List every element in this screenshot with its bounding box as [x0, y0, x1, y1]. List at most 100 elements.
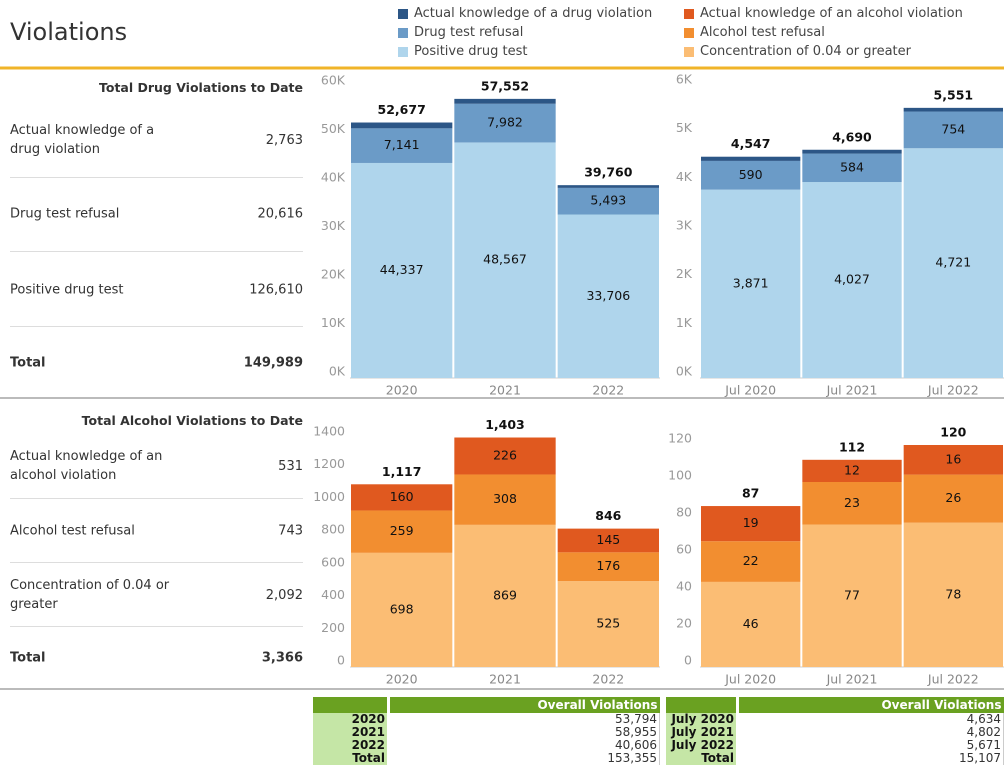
table-cell: 2022	[313, 739, 390, 752]
segment-label: 698	[390, 601, 414, 616]
page-title: Violations	[10, 18, 128, 46]
y-tick-label: 200	[321, 620, 345, 635]
total-label: 87	[742, 486, 759, 501]
legend-label: Drug test refusal	[414, 25, 524, 40]
row-separator	[10, 177, 303, 178]
segment-label: 46	[743, 616, 759, 631]
row-label: Positive drug test	[10, 282, 124, 298]
y-tick-label: 6K	[676, 72, 693, 87]
segment-label: 7,141	[384, 137, 420, 152]
bar-segment	[351, 162, 453, 378]
segment-label: 525	[596, 616, 620, 631]
y-tick-label: 50K	[321, 121, 346, 136]
summary-row: Actual knowledge of a drug violation 2,76…	[10, 121, 303, 159]
table-header: Overall Violations	[737, 697, 1004, 713]
summary-row: Concentration of 0.04 or greater 2,092	[10, 576, 303, 614]
total-label: 57,552	[481, 78, 529, 93]
bar-segment	[454, 98, 556, 104]
total-label: 846	[595, 508, 621, 523]
table-header: Overall Violations	[388, 697, 660, 713]
summary-row: Positive drug test 126,610	[10, 281, 303, 300]
bar-segment	[351, 552, 453, 667]
segment-label: 4,721	[935, 255, 971, 270]
x-tick-label: 2021	[489, 383, 521, 398]
row-separator	[10, 498, 303, 499]
y-tick-label: 800	[321, 522, 345, 537]
legend-swatch	[684, 46, 694, 57]
y-tick-label: 4K	[676, 169, 693, 184]
table-cell: 58,955	[388, 726, 660, 739]
table-header	[313, 697, 390, 713]
y-tick-label: 80	[676, 505, 692, 520]
segment-label: 77	[844, 587, 860, 602]
x-tick-label: Jul 2021	[826, 383, 878, 398]
x-tick-label: 2022	[592, 383, 624, 398]
row-value: 743	[278, 523, 303, 539]
table-cell: July 2020	[666, 713, 739, 726]
bar-segment	[903, 522, 1003, 667]
row-value: 149,989	[243, 355, 303, 371]
summary-title: Total Drug Violations to Date	[98, 80, 303, 95]
table-cell: 53,794	[388, 713, 660, 726]
y-tick-label: 30K	[321, 218, 346, 233]
y-tick-label: 20	[676, 616, 692, 631]
bar-segment	[557, 185, 659, 188]
bar-segment	[903, 107, 1003, 112]
y-tick-label: 1K	[676, 315, 693, 330]
segment-label: 226	[493, 447, 517, 462]
y-tick-label: 5K	[676, 120, 693, 135]
total-label: 112	[839, 439, 865, 454]
summary-title: Total Alcohol Violations to Date	[81, 413, 303, 428]
y-tick-label: 20K	[321, 267, 346, 282]
total-label: 4,690	[832, 129, 872, 144]
y-tick-label: 1400	[313, 424, 345, 439]
x-tick-label: Jul 2020	[724, 383, 776, 398]
legend-swatch	[398, 27, 408, 38]
row-label: Alcohol test refusal	[10, 523, 135, 539]
x-tick-label: 2020	[386, 383, 418, 398]
y-tick-label: 0	[684, 653, 692, 668]
y-tick-label: 0	[337, 653, 345, 668]
table-cell: Total	[666, 752, 739, 765]
row-value: 20,616	[257, 206, 304, 222]
total-label: 52,677	[378, 102, 426, 117]
bar-segment	[557, 528, 659, 553]
summary-table: Overall Violations 2020 53,794 2021 58,955 20…	[313, 697, 660, 765]
bar-segment	[454, 437, 556, 475]
x-tick-label: 2020	[386, 672, 418, 687]
segment-label: 26	[945, 490, 961, 505]
legend-swatch	[398, 46, 408, 57]
y-tick-label: 3K	[676, 218, 693, 233]
bar-segment	[701, 189, 801, 378]
row-value: 3,366	[261, 650, 303, 666]
segment-label: 590	[739, 167, 763, 182]
segment-label: 869	[493, 587, 517, 602]
segment-label: 12	[844, 462, 860, 477]
segment-label: 33,706	[586, 288, 630, 303]
y-tick-label: 0K	[329, 364, 346, 379]
row-value: 2,763	[265, 132, 303, 148]
total-label: 1,117	[382, 464, 422, 479]
bar-segment	[802, 524, 902, 667]
bar-segment	[903, 111, 1003, 149]
bar-segment	[903, 148, 1003, 378]
legend-item: Positive drug test	[398, 44, 527, 59]
bar-segment	[802, 182, 902, 378]
bar-segment	[557, 581, 659, 667]
table-cell: 5,671	[737, 739, 1004, 752]
row-separator	[10, 251, 303, 252]
y-tick-label: 2K	[676, 266, 693, 281]
segment-label: 23	[844, 495, 860, 510]
segment-label: 160	[390, 489, 414, 504]
legend-label: Alcohol test refusal	[700, 25, 825, 40]
total-label: 120	[940, 425, 966, 440]
legend-item: Actual knowledge of a drug violation	[398, 6, 652, 21]
bar-segment	[351, 484, 453, 511]
table-cell: July 2021	[666, 726, 739, 739]
segment-label: 48,567	[483, 252, 527, 267]
bar-segment	[701, 581, 801, 667]
y-tick-label: 100	[668, 468, 692, 483]
total-label: 1,403	[485, 417, 525, 432]
summary-table: Overall Violations July 2020 4,634 July 202…	[666, 697, 1004, 765]
